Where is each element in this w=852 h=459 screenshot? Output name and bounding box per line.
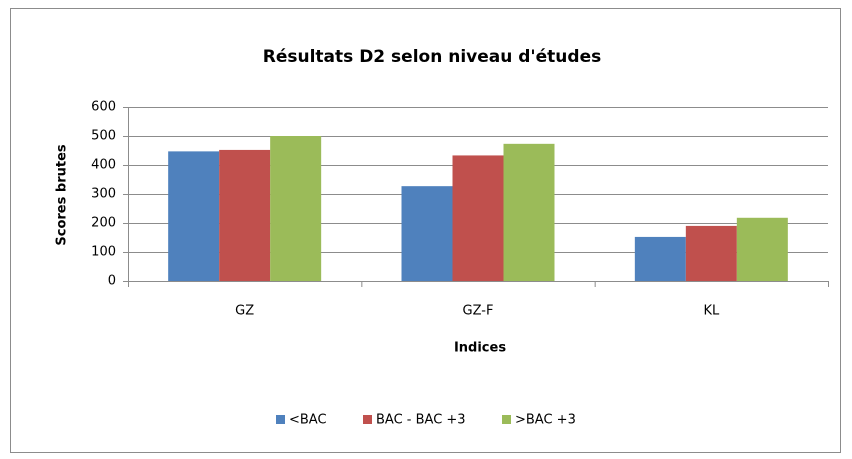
y-axis-label: Scores brutes <box>55 144 70 245</box>
bar <box>401 186 453 281</box>
legend-label: <BAC <box>289 413 327 428</box>
bar <box>503 143 555 281</box>
x-tick-label: GZ-F <box>463 304 494 319</box>
bar <box>219 149 271 281</box>
y-tick-label: 0 <box>108 274 116 289</box>
legend-swatch <box>363 415 372 424</box>
bar <box>685 225 737 281</box>
y-tick-label: 300 <box>91 187 116 202</box>
legend-swatch <box>276 415 285 424</box>
y-tick-label: 500 <box>91 129 116 144</box>
y-tick-label: 600 <box>91 100 116 115</box>
y-tick-label: 400 <box>91 158 116 173</box>
bar <box>168 151 220 281</box>
chart-title: Résultats D2 selon niveau d'études <box>263 47 601 67</box>
bar <box>270 136 322 281</box>
x-tick-label: GZ <box>235 304 254 319</box>
bar <box>736 217 788 281</box>
legend-label: >BAC +3 <box>515 413 576 428</box>
x-tick-label: KL <box>703 304 720 319</box>
bar <box>634 236 686 281</box>
legend-swatch <box>502 415 511 424</box>
y-tick-label: 100 <box>91 245 116 260</box>
bar <box>452 155 504 281</box>
legend-label: BAC - BAC +3 <box>376 413 466 428</box>
x-axis-label: Indices <box>454 341 506 356</box>
y-tick-label: 200 <box>91 216 116 231</box>
